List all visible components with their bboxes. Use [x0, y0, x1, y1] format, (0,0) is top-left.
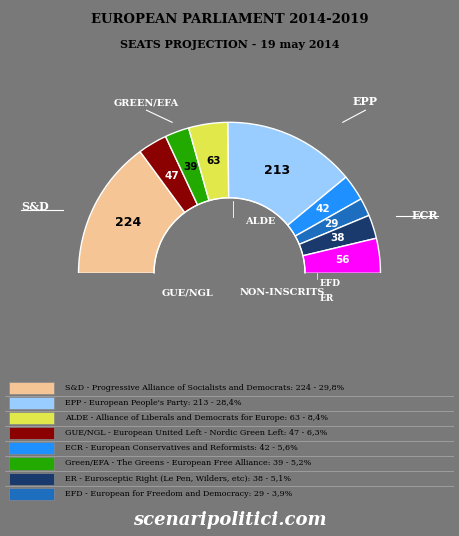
Wedge shape — [189, 122, 229, 200]
Text: 224: 224 — [115, 215, 141, 229]
Polygon shape — [154, 273, 305, 337]
Wedge shape — [140, 137, 197, 212]
Text: scenaripolitici.com: scenaripolitici.com — [133, 511, 326, 530]
Text: EUROPEAN PARLIAMENT 2014-2019: EUROPEAN PARLIAMENT 2014-2019 — [91, 13, 368, 26]
Text: Green/EFA - The Greens - European Free Alliance: 39 - 5,2%: Green/EFA - The Greens - European Free A… — [65, 459, 312, 467]
Text: ER - Eurosceptic Right (Le Pen, Wilders, etc): 38 - 5,1%: ER - Eurosceptic Right (Le Pen, Wilders,… — [65, 474, 291, 482]
Text: 213: 213 — [264, 164, 290, 177]
Text: EPP: EPP — [353, 96, 378, 107]
Text: GUE/NGL - European United Left - Nordic Green Left: 47 - 6,3%: GUE/NGL - European United Left - Nordic … — [65, 429, 328, 437]
FancyBboxPatch shape — [9, 457, 54, 470]
Text: ER: ER — [320, 294, 334, 303]
FancyBboxPatch shape — [9, 412, 54, 425]
Wedge shape — [166, 128, 209, 205]
Wedge shape — [228, 122, 346, 225]
Text: EPP - European People's Party: 213 - 28,4%: EPP - European People's Party: 213 - 28,… — [65, 399, 242, 407]
Text: 63: 63 — [206, 156, 221, 166]
FancyBboxPatch shape — [9, 397, 54, 409]
Text: 47: 47 — [164, 171, 179, 181]
Text: 39: 39 — [183, 162, 197, 172]
FancyBboxPatch shape — [9, 382, 54, 394]
Text: ALDE - Alliance of Liberals and Democrats for Europe: 63 - 8,4%: ALDE - Alliance of Liberals and Democrat… — [65, 414, 329, 422]
Text: 42: 42 — [315, 204, 330, 214]
Text: S&D: S&D — [21, 202, 49, 212]
Text: ALDE: ALDE — [245, 218, 275, 226]
Text: ECR: ECR — [411, 211, 438, 221]
Text: EFD - European for Freedom and Democracy: 29 - 3,9%: EFD - European for Freedom and Democracy… — [65, 489, 293, 497]
Text: NON-INSCRITS: NON-INSCRITS — [240, 288, 325, 297]
Wedge shape — [288, 177, 361, 236]
Text: 29: 29 — [324, 219, 338, 229]
FancyBboxPatch shape — [9, 442, 54, 455]
Text: S&D - Progressive Alliance of Socialists and Democrats: 224 - 29,8%: S&D - Progressive Alliance of Socialists… — [65, 384, 345, 392]
FancyBboxPatch shape — [9, 427, 54, 440]
Text: 38: 38 — [330, 233, 344, 243]
Text: EFD: EFD — [320, 279, 341, 288]
FancyBboxPatch shape — [9, 473, 54, 485]
Text: 56: 56 — [335, 255, 349, 265]
Wedge shape — [299, 215, 376, 256]
Text: GUE/NGL: GUE/NGL — [162, 288, 213, 297]
Text: GREEN/EFA: GREEN/EFA — [114, 98, 179, 107]
Text: SEATS PROJECTION - 19 may 2014: SEATS PROJECTION - 19 may 2014 — [120, 39, 339, 49]
Polygon shape — [3, 273, 456, 337]
Wedge shape — [303, 238, 381, 273]
Wedge shape — [78, 152, 185, 273]
Wedge shape — [295, 199, 369, 244]
Text: ECR - European Conservatives and Reformists: 42 - 5,6%: ECR - European Conservatives and Reformi… — [65, 444, 298, 452]
FancyBboxPatch shape — [9, 488, 54, 500]
